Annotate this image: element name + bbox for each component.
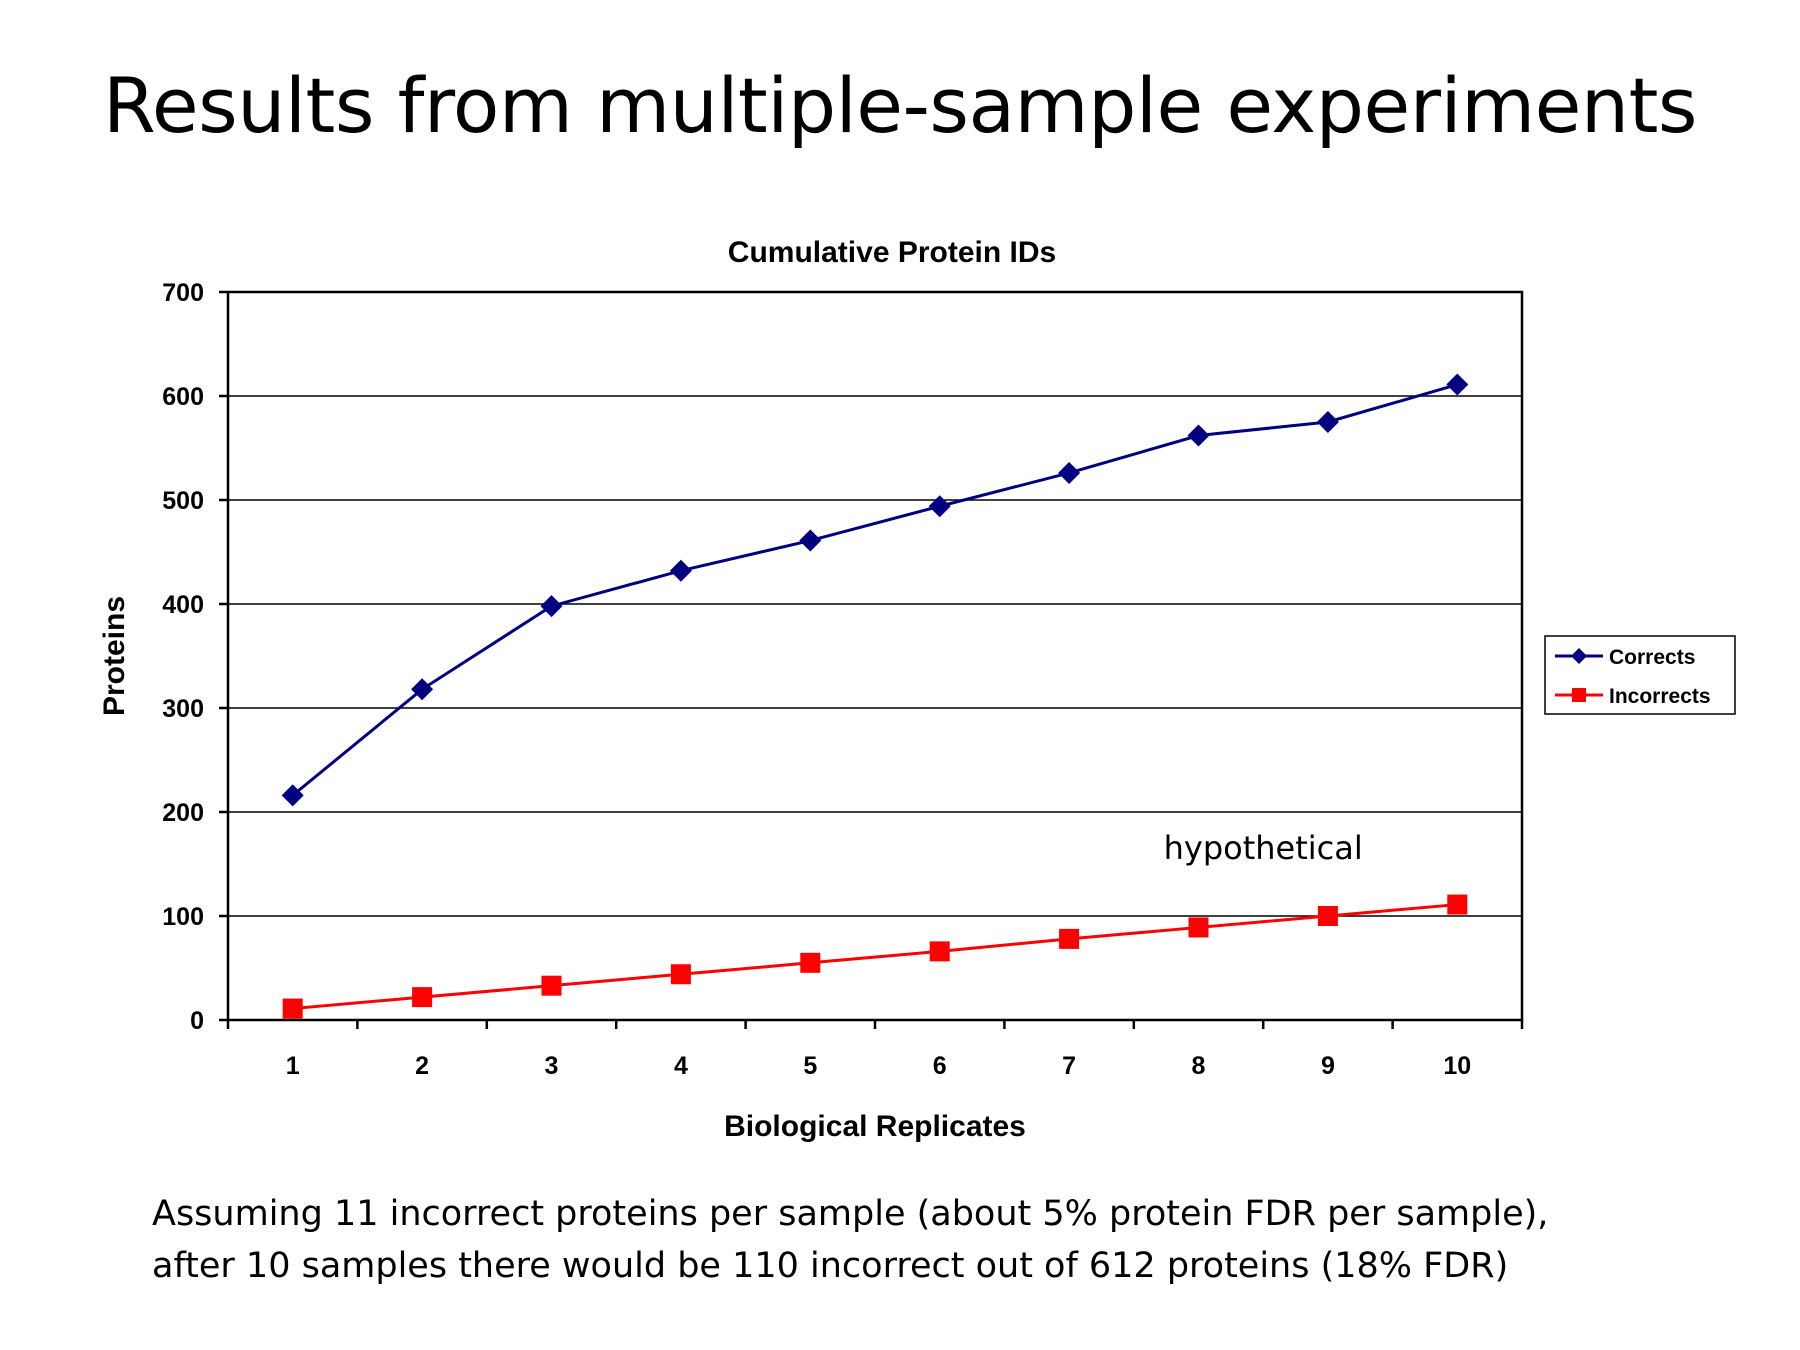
x-tick-label: 10 <box>1443 1052 1471 1080</box>
x-tick-label: 9 <box>1321 1052 1335 1080</box>
incorrects-point <box>800 952 821 973</box>
chart-title: Cumulative Protein IDs <box>728 236 1056 269</box>
x-tick-label: 8 <box>1192 1052 1206 1080</box>
gridlines <box>228 395 1522 917</box>
corrects-point <box>669 559 692 582</box>
x-tick-label: 5 <box>803 1052 817 1080</box>
incorrects-point <box>1447 894 1468 915</box>
x-tick-label: 1 <box>286 1052 300 1080</box>
annotation-hypothetical: hypothetical <box>1164 829 1363 867</box>
series-line-incorrects <box>292 903 1458 1011</box>
legend-marker-incorrects <box>1572 688 1586 702</box>
axes <box>219 290 1524 1029</box>
y-tick-label: 700 <box>162 279 204 307</box>
corrects-point <box>1187 424 1210 447</box>
x-tick-label: 2 <box>415 1052 429 1080</box>
corrects-point <box>928 495 951 518</box>
x-axis-title: Biological Replicates <box>724 1110 1026 1143</box>
series <box>281 373 1469 1019</box>
y-tick-label: 200 <box>162 799 204 827</box>
corrects-point <box>799 529 822 552</box>
corrects-point <box>1446 373 1469 396</box>
series-line-corrects <box>291 383 1458 797</box>
y-tick-label: 100 <box>162 903 204 931</box>
slide-caption: Assuming 11 incorrect proteins per sampl… <box>152 1188 1712 1292</box>
incorrects-point <box>1059 928 1080 949</box>
incorrects-point <box>670 964 691 985</box>
y-tick-label: 600 <box>162 383 204 411</box>
incorrects-point <box>1188 917 1209 938</box>
corrects-point <box>281 784 304 807</box>
corrects-point <box>411 678 434 701</box>
x-tick-label: 3 <box>545 1052 559 1080</box>
incorrects-point <box>412 987 433 1008</box>
incorrects-point <box>1317 906 1338 926</box>
chart-labels: 0 100 200 300 400 500 600 700 1 2 3 4 5 6 7 8 9 10 Cumulat… <box>98 236 1471 1143</box>
x-tick-label: 6 <box>933 1052 947 1080</box>
legend-label-corrects: Corrects <box>1609 646 1695 669</box>
corrects-point <box>540 595 563 618</box>
y-tick-label: 500 <box>162 487 204 515</box>
x-tick-label: 7 <box>1062 1052 1076 1080</box>
legend: Corrects Incorrects <box>1544 635 1736 715</box>
y-tick-label: 400 <box>162 591 204 619</box>
x-tick-label: 4 <box>674 1052 688 1080</box>
y-tick-label: 0 <box>190 1007 204 1035</box>
slide-title: Results from multiple-sample experiments <box>103 61 1697 150</box>
incorrects-point <box>541 975 562 996</box>
corrects-point <box>1316 411 1339 433</box>
incorrects-point <box>282 998 303 1019</box>
y-tick-label: 300 <box>162 695 204 723</box>
caption-line-1: Assuming 11 incorrect proteins per sampl… <box>152 1194 1549 1234</box>
legend-label-incorrects: Incorrects <box>1609 685 1711 708</box>
y-axis-title: Proteins <box>98 596 131 716</box>
caption-line-2: after 10 samples there would be 110 inco… <box>152 1246 1509 1286</box>
legend-marker-corrects <box>1571 648 1587 664</box>
corrects-point <box>1058 461 1081 484</box>
incorrects-point <box>929 941 950 962</box>
